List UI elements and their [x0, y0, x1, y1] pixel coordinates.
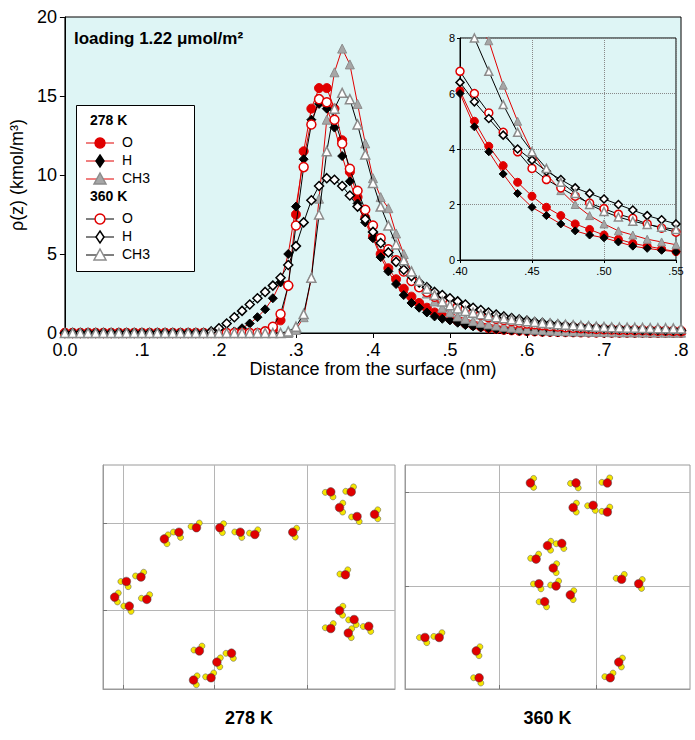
svg-text:10: 10 [37, 165, 57, 185]
svg-text:.2: .2 [211, 340, 226, 360]
svg-text:278 K: 278 K [225, 708, 273, 728]
svg-text:5: 5 [47, 244, 57, 264]
svg-text:.40: .40 [452, 265, 467, 277]
svg-text:ρ(z) (kmol/m³): ρ(z) (kmol/m³) [7, 119, 27, 231]
svg-text:.4: .4 [365, 340, 380, 360]
svg-text:.3: .3 [288, 340, 303, 360]
svg-text:Distance from the surface (nm): Distance from the surface (nm) [249, 359, 496, 379]
svg-text:360 K: 360 K [90, 188, 127, 204]
svg-text:6: 6 [449, 88, 455, 100]
svg-text:H: H [122, 152, 132, 168]
svg-text:.5: .5 [442, 340, 457, 360]
svg-text:8: 8 [449, 32, 455, 44]
svg-text:CH3: CH3 [122, 170, 150, 186]
svg-text:.55: .55 [668, 265, 683, 277]
svg-text:loading 1.22 μmol/m²: loading 1.22 μmol/m² [74, 29, 243, 48]
svg-text:H: H [122, 228, 132, 244]
svg-text:0: 0 [46, 323, 57, 343]
svg-text:2: 2 [449, 199, 455, 211]
svg-text:O: O [122, 134, 133, 150]
svg-text:15: 15 [37, 86, 57, 106]
svg-text:O: O [122, 210, 133, 226]
svg-text:360 K: 360 K [523, 708, 571, 728]
svg-text:.7: .7 [596, 340, 611, 360]
svg-text:4: 4 [449, 143, 455, 155]
svg-text:.6: .6 [519, 340, 534, 360]
svg-text:CH3: CH3 [122, 246, 150, 262]
svg-text:20: 20 [37, 7, 57, 27]
svg-text:278 K: 278 K [90, 112, 127, 128]
svg-text:.45: .45 [524, 265, 539, 277]
svg-text:0.0: 0.0 [52, 340, 77, 360]
svg-text:0: 0 [448, 254, 455, 266]
svg-text:.50: .50 [596, 265, 611, 277]
svg-text:.8: .8 [673, 340, 688, 360]
svg-text:.1: .1 [134, 340, 149, 360]
